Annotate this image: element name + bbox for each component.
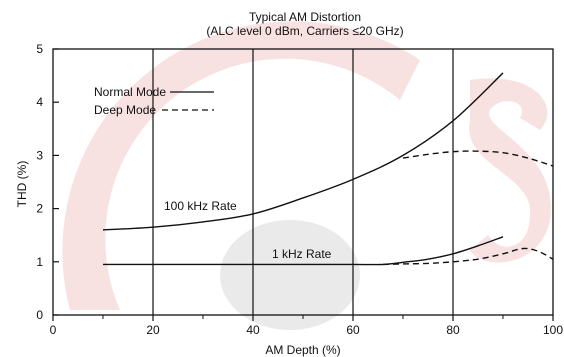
annotation-1khz-rate: 1 kHz Rate bbox=[272, 247, 332, 261]
y-tick-label-3: 3 bbox=[36, 148, 43, 162]
series-line-100khz-solid bbox=[102, 72, 504, 231]
x-axis-label: AM Depth (%) bbox=[265, 343, 340, 357]
x-tick-label-40: 40 bbox=[246, 323, 260, 337]
x-tick-label-100: 100 bbox=[543, 323, 563, 337]
plot-area: 0 20 40 60 80 100 0 1 2 3 4 5 bbox=[36, 42, 563, 337]
legend: Normal Mode Deep Mode bbox=[94, 85, 214, 117]
series-line-1khz-dashed bbox=[382, 247, 554, 266]
y-tick-label-4: 4 bbox=[36, 95, 43, 109]
y-tick-label-1: 1 bbox=[36, 255, 43, 269]
x-tick-label-20: 20 bbox=[146, 323, 160, 337]
annotation-100khz-rate: 100 kHz Rate bbox=[164, 199, 237, 213]
y-axis-label: THD (%) bbox=[15, 161, 29, 208]
y-tick-label-5: 5 bbox=[36, 42, 43, 56]
legend-label-normal-mode: Normal Mode bbox=[94, 85, 166, 99]
y-tick-label-0: 0 bbox=[36, 308, 43, 322]
watermark bbox=[62, 21, 551, 330]
y-tick-label-2: 2 bbox=[36, 202, 43, 216]
series-line-100khz-dashed bbox=[402, 150, 554, 167]
legend-label-deep-mode: Deep Mode bbox=[94, 103, 156, 117]
series-line-1khz-solid bbox=[103, 236, 504, 266]
x-tick-label-0: 0 bbox=[50, 323, 57, 337]
chart-title: Typical AM Distortion bbox=[249, 10, 361, 24]
chart-subtitle: (ALC level 0 dBm, Carriers ≤20 GHz) bbox=[206, 24, 403, 38]
x-tick-label-80: 80 bbox=[446, 323, 460, 337]
x-tick-label-60: 60 bbox=[346, 323, 360, 337]
